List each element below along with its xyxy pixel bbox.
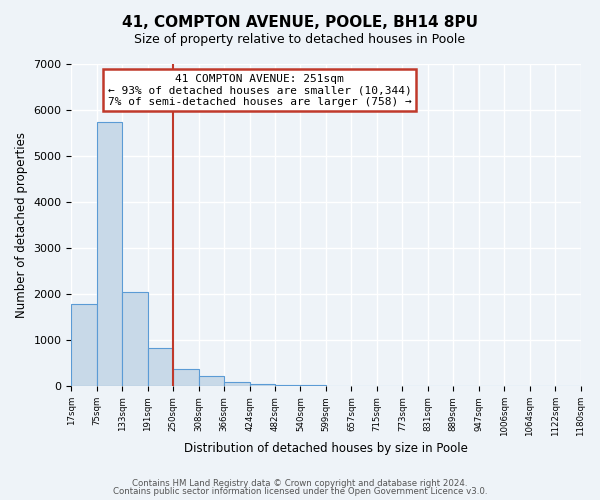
Bar — [97, 122, 122, 386]
Text: 41, COMPTON AVENUE, POOLE, BH14 8PU: 41, COMPTON AVENUE, POOLE, BH14 8PU — [122, 15, 478, 30]
Bar — [275, 384, 301, 386]
Text: Contains public sector information licensed under the Open Government Licence v3: Contains public sector information licen… — [113, 487, 487, 496]
X-axis label: Distribution of detached houses by size in Poole: Distribution of detached houses by size … — [184, 442, 468, 455]
Text: Size of property relative to detached houses in Poole: Size of property relative to detached ho… — [134, 32, 466, 46]
Y-axis label: Number of detached properties: Number of detached properties — [15, 132, 28, 318]
Bar — [71, 304, 97, 386]
Bar — [122, 292, 148, 386]
Bar — [250, 384, 275, 386]
Bar — [173, 370, 199, 386]
Bar — [199, 376, 224, 386]
Text: 41 COMPTON AVENUE: 251sqm
← 93% of detached houses are smaller (10,344)
7% of se: 41 COMPTON AVENUE: 251sqm ← 93% of detac… — [108, 74, 412, 107]
Bar — [148, 348, 173, 387]
Bar — [224, 382, 250, 386]
Text: Contains HM Land Registry data © Crown copyright and database right 2024.: Contains HM Land Registry data © Crown c… — [132, 478, 468, 488]
